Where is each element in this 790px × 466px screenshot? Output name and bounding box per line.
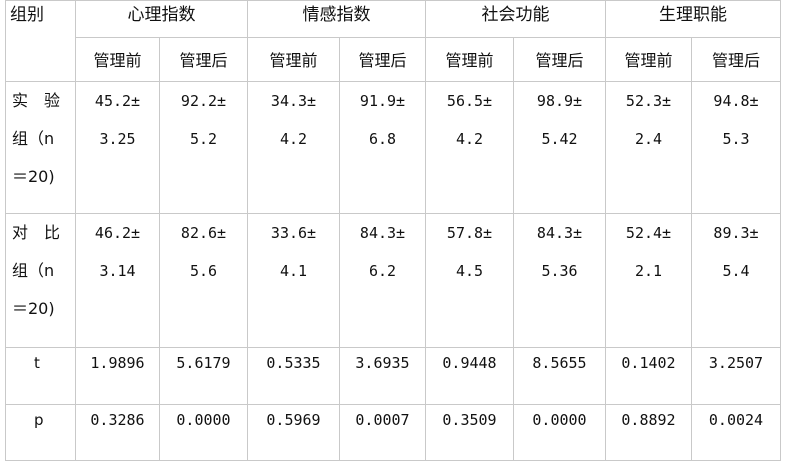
row-label: t bbox=[5, 347, 76, 405]
table-cell: 98.9± 5.42 bbox=[513, 81, 606, 214]
table-cell: 0.9448 bbox=[425, 347, 514, 405]
table-cell: 92.2± 5.2 bbox=[159, 81, 248, 214]
cell-value: 5.6 bbox=[189, 262, 218, 280]
subheader-cell: 管理后 bbox=[159, 37, 248, 82]
table-cell: 0.3509 bbox=[425, 404, 514, 461]
table-cell: 1.9896 bbox=[75, 347, 160, 405]
table-cell: 0.0024 bbox=[691, 404, 781, 461]
table-cell: 91.9± 6.8 bbox=[339, 81, 426, 214]
table-cell: 52.3± 2.4 bbox=[605, 81, 692, 214]
table-cell: 0.0000 bbox=[513, 404, 606, 461]
table-cell: 45.2± 3.25 bbox=[75, 81, 160, 214]
cell-value: 98.9± bbox=[536, 92, 583, 110]
table-row: 对 比 组（n ＝20) 46.2± 3.14 82.6± 5.6 33.6± 4.1… bbox=[5, 213, 781, 348]
cell-value: 5.4 bbox=[722, 262, 750, 280]
row-label-line: ＝20) bbox=[12, 167, 55, 186]
header-category: 心理指数 bbox=[75, 0, 248, 38]
row-label-line: 组（n bbox=[12, 261, 55, 280]
cell-value: 6.2 bbox=[368, 262, 397, 280]
subheader-cell: 管理前 bbox=[247, 37, 340, 82]
category-label: 社会功能 bbox=[481, 5, 550, 25]
category-label: 情感指数 bbox=[302, 5, 371, 25]
cell-value: 4.2 bbox=[279, 130, 308, 148]
cell-value: 5.2 bbox=[189, 130, 218, 148]
row-label: 对 比 组（n ＝20) bbox=[5, 213, 76, 348]
cell-value: 33.6± bbox=[270, 224, 317, 242]
header-row: 组别 心理指数 情感指数 社会功能 生理职能 bbox=[5, 0, 781, 82]
table-cell: 94.8± 5.3 bbox=[691, 81, 781, 214]
cell-value: 4.5 bbox=[455, 262, 484, 280]
subheader-cell: 管理前 bbox=[605, 37, 692, 82]
table-cell: 0.0007 bbox=[339, 404, 426, 461]
subheader-cell: 管理前 bbox=[425, 37, 514, 82]
table-cell: 56.5± 4.2 bbox=[425, 81, 514, 214]
cell-value: 3.25 bbox=[99, 130, 136, 148]
row-label-line: ＝20) bbox=[12, 299, 55, 318]
cell-value: 94.8± bbox=[713, 92, 759, 110]
category-label: 心理指数 bbox=[127, 5, 196, 25]
cell-value: 4.1 bbox=[279, 262, 308, 280]
group-header-label: 组别 bbox=[10, 5, 44, 25]
table-cell: 82.6± 5.6 bbox=[159, 213, 248, 348]
category-label: 生理职能 bbox=[659, 5, 727, 25]
cell-value: 4.2 bbox=[455, 130, 484, 148]
table-cell: 0.1402 bbox=[605, 347, 692, 405]
cell-value: 57.8± bbox=[446, 224, 493, 242]
group-header: 组别 bbox=[5, 0, 76, 82]
table-cell: 0.5969 bbox=[247, 404, 340, 461]
table-cell: 0.0000 bbox=[159, 404, 248, 461]
cell-value: 56.5± bbox=[446, 92, 493, 110]
table-cell: 89.3± 5.4 bbox=[691, 213, 781, 348]
table-cell: 84.3± 6.2 bbox=[339, 213, 426, 348]
table-cell: 3.6935 bbox=[339, 347, 426, 405]
cell-value: 6.8 bbox=[368, 130, 397, 148]
subheader-cell: 管理前 bbox=[75, 37, 160, 82]
table-cell: 0.8892 bbox=[605, 404, 692, 461]
header-category: 社会功能 bbox=[425, 0, 606, 38]
table-cell: 34.3± 4.2 bbox=[247, 81, 340, 214]
table-cell: 8.5655 bbox=[513, 347, 606, 405]
header-category: 情感指数 bbox=[247, 0, 426, 38]
table-row: p 0.3286 0.0000 0.5969 0.0007 0.3509 0.0… bbox=[5, 404, 781, 461]
cell-value: 5.3 bbox=[722, 130, 750, 148]
row-label-line: 实 验 bbox=[12, 91, 61, 110]
table-cell: 0.5335 bbox=[247, 347, 340, 405]
cell-value: 2.1 bbox=[634, 262, 663, 280]
cell-value: 46.2± bbox=[94, 224, 141, 242]
table-cell: 33.6± 4.1 bbox=[247, 213, 340, 348]
cell-value: 3.14 bbox=[99, 262, 136, 280]
subheader-cell: 管理后 bbox=[691, 37, 781, 82]
cell-value: 82.6± bbox=[180, 224, 227, 242]
cell-value: 84.3± bbox=[359, 224, 406, 242]
cell-value: 91.9± bbox=[359, 92, 406, 110]
cell-value: 89.3± bbox=[713, 224, 759, 242]
table-cell: 57.8± 4.5 bbox=[425, 213, 514, 348]
row-label-line: 对 比 bbox=[12, 223, 61, 242]
subheader-cell: 管理后 bbox=[339, 37, 426, 82]
cell-value: 5.36 bbox=[541, 262, 578, 280]
row-label: p bbox=[5, 404, 76, 461]
table-cell: 52.4± 2.1 bbox=[605, 213, 692, 348]
cell-value: 2.4 bbox=[634, 130, 663, 148]
table-cell: 84.3± 5.36 bbox=[513, 213, 606, 348]
table-cell: 3.2507 bbox=[691, 347, 781, 405]
row-label-line: 组（n bbox=[12, 129, 55, 148]
cell-value: 5.42 bbox=[541, 130, 578, 148]
cell-value: 52.4± bbox=[625, 224, 672, 242]
cell-value: 84.3± bbox=[536, 224, 583, 242]
table-cell: 46.2± 3.14 bbox=[75, 213, 160, 348]
subheader-cell: 管理后 bbox=[513, 37, 606, 82]
subheader-row: 管理前 管理后 管理前 管理后 管理前 管理后 管理前 管理后 bbox=[6, 37, 781, 82]
row-label: 实 验 组（n ＝20) bbox=[5, 81, 76, 214]
header-category: 生理职能 bbox=[605, 0, 781, 38]
cell-value: 45.2± bbox=[94, 92, 141, 110]
comparison-table: 组别 心理指数 情感指数 社会功能 生理职能 管理前 管理后 管理前 管理后 管… bbox=[5, 0, 781, 461]
cell-value: 52.3± bbox=[625, 92, 672, 110]
cell-value: 92.2± bbox=[180, 92, 227, 110]
table-row: 实 验 组（n ＝20) 45.2± 3.25 92.2± 5.2 34.3± 4.2… bbox=[5, 81, 781, 214]
table-cell: 0.3286 bbox=[75, 404, 160, 461]
table-row: t 1.9896 5.6179 0.5335 3.6935 0.9448 8.5… bbox=[5, 347, 781, 405]
cell-value: 34.3± bbox=[270, 92, 317, 110]
table-cell: 5.6179 bbox=[159, 347, 248, 405]
